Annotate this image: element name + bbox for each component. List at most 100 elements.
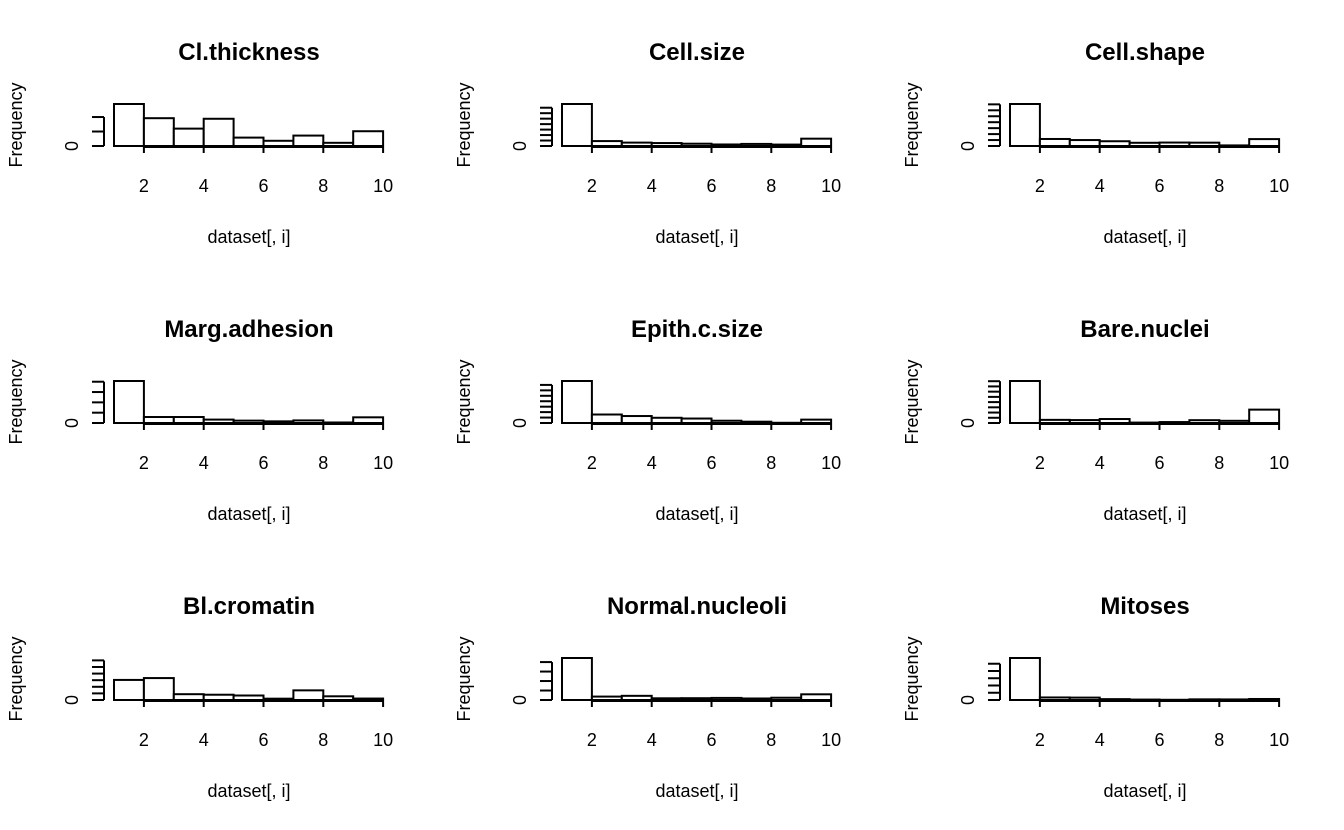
x-tick-label: 10 [373, 730, 393, 750]
histogram-bar [740, 420, 773, 425]
panel-title: Bl.cromatin [183, 593, 315, 620]
histogram-bar [1068, 139, 1101, 148]
x-axis-label: dataset[, i] [207, 781, 290, 801]
x-tick-label: 4 [199, 730, 209, 750]
x-tick-label: 10 [821, 176, 841, 196]
histogram-bar [1158, 141, 1191, 148]
histogram-panel-2: Cell.size 2 4 6 8 10 0 Frequency dataset[, i] [454, 39, 841, 247]
histogram-bar [770, 696, 803, 702]
x-tick-label: 8 [318, 176, 328, 196]
histogram-bar [1248, 408, 1281, 424]
x-tick-label: 2 [587, 176, 597, 196]
histogram-bar [1009, 657, 1041, 701]
histogram-bar [620, 694, 653, 701]
panel-title: Marg.adhesion [164, 316, 333, 343]
x-tick-label: 10 [373, 453, 393, 473]
x-tick-label: 6 [706, 730, 716, 750]
histogram-bar [1038, 418, 1071, 424]
x-tick-label: 2 [1035, 176, 1045, 196]
histogram-panel-3: Cell.shape 2 4 6 8 10 0 Frequency dataset[, i] [902, 39, 1289, 247]
histogram-bar [262, 697, 295, 702]
x-axis-label: dataset[, i] [1103, 227, 1186, 247]
histogram-bar [1038, 696, 1071, 701]
y-axis-label: Frequency [6, 636, 26, 721]
histogram-bar [232, 694, 265, 702]
histogram-bar [113, 678, 145, 701]
histogram-bar [710, 419, 743, 425]
histogram-bar [650, 142, 683, 147]
x-axis-label: dataset[, i] [1103, 781, 1186, 801]
x-tick-label: 6 [258, 730, 268, 750]
histogram-bar [292, 689, 325, 702]
x-tick-label: 10 [1269, 453, 1289, 473]
histogram-bar [262, 139, 295, 148]
x-tick-label: 8 [318, 453, 328, 473]
x-tick-label: 4 [1095, 730, 1105, 750]
x-tick-label: 2 [1035, 453, 1045, 473]
x-tick-label: 6 [706, 453, 716, 473]
histogram-bar [1188, 141, 1221, 147]
histogram-bar [292, 134, 325, 148]
x-tick-label: 4 [647, 730, 657, 750]
x-axis-label: dataset[, i] [655, 781, 738, 801]
histogram-bar [322, 421, 355, 425]
histogram-bar [1038, 137, 1071, 147]
histogram-panel-7: Bl.cromatin 2 4 6 8 10 0 Frequency dataset[, i] [6, 593, 393, 801]
histogram-bar [1068, 419, 1101, 424]
histogram-bar [202, 418, 235, 425]
x-tick-label: 10 [373, 176, 393, 196]
y-axis-label: Frequency [902, 82, 922, 167]
histogram-bar [590, 695, 623, 702]
x-tick-label: 6 [258, 176, 268, 196]
x-tick-label: 8 [766, 730, 776, 750]
histogram-bar [680, 697, 713, 702]
x-axis-label: dataset[, i] [655, 504, 738, 524]
x-tick-label: 8 [766, 453, 776, 473]
histogram-panel-9: Mitoses 2 4 6 8 10 0 Frequency dataset[, i] [902, 593, 1289, 801]
histogram-bar [740, 697, 773, 702]
histogram-bar [1218, 419, 1251, 424]
y-tick-label: 0 [62, 141, 82, 151]
histogram-bar [680, 417, 713, 424]
histogram-bar [1009, 103, 1041, 147]
y-tick-label: 0 [62, 695, 82, 705]
histogram-bar [142, 677, 175, 702]
x-tick-label: 10 [821, 453, 841, 473]
x-tick-label: 8 [1214, 176, 1224, 196]
histogram-bar [1128, 141, 1161, 148]
histogram-bar [770, 143, 803, 147]
y-tick-label: 0 [958, 418, 978, 428]
y-tick-label: 0 [958, 141, 978, 151]
panel-title: Cl.thickness [178, 39, 319, 66]
histogram-panel-8: Normal.nucleoli 2 4 6 8 10 0 Frequency dataset[,… [454, 593, 841, 801]
y-tick-label: 0 [510, 418, 530, 428]
y-tick-label: 0 [958, 695, 978, 705]
histogram-bar [172, 127, 205, 148]
panel-title: Normal.nucleoli [607, 593, 787, 620]
histogram-bar [202, 693, 235, 701]
histogram-bar [561, 657, 593, 701]
x-tick-label: 6 [1154, 453, 1164, 473]
histogram-bar [172, 416, 205, 424]
panel-title: Epith.c.size [631, 316, 763, 343]
histogram-bar [1248, 697, 1281, 701]
histogram-bar [800, 693, 833, 702]
histogram-bar [1188, 698, 1221, 702]
panel-title: Mitoses [1100, 593, 1189, 620]
x-axis-label: dataset[, i] [207, 227, 290, 247]
x-axis-label: dataset[, i] [655, 227, 738, 247]
x-tick-label: 8 [766, 176, 776, 196]
x-tick-label: 2 [139, 730, 149, 750]
histogram-bar [232, 136, 265, 148]
x-axis-label: dataset[, i] [207, 504, 290, 524]
x-tick-label: 8 [1214, 453, 1224, 473]
y-axis-label: Frequency [6, 82, 26, 167]
histogram-bar [590, 140, 623, 147]
x-tick-label: 2 [1035, 730, 1045, 750]
x-tick-label: 10 [1269, 176, 1289, 196]
histogram-bar [800, 137, 833, 147]
x-tick-label: 4 [647, 176, 657, 196]
histogram-bar [740, 142, 773, 147]
x-tick-label: 4 [199, 176, 209, 196]
